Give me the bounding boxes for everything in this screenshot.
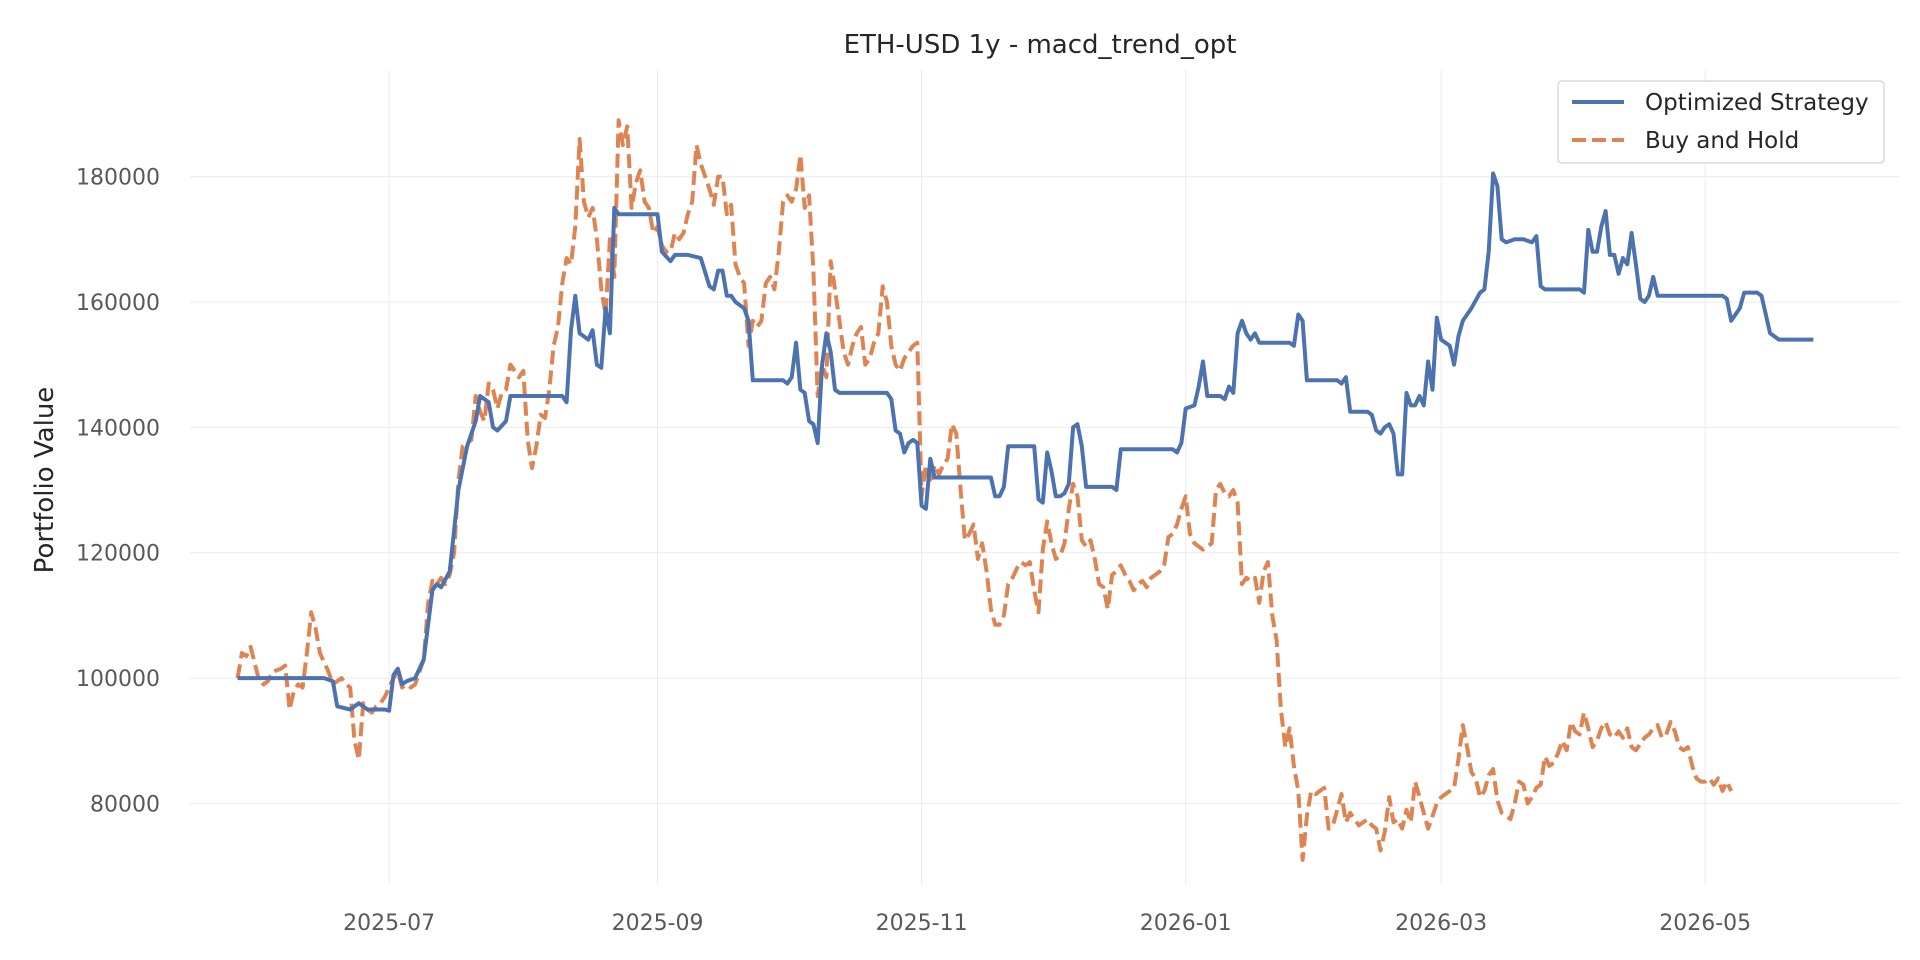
y-tick-label-5: 180000 [76,166,160,191]
legend: Optimized Strategy Buy and Hold [1557,80,1885,164]
horizontal-gridlines [190,176,1900,804]
y-axis-tick-labels: 80000 100000 120000 140000 160000 180000 [76,166,160,818]
y-tick-label-0: 80000 [90,793,160,818]
x-tick-label-3: 2026-01 [1140,911,1232,936]
x-tick-label-5: 2026-05 [1659,911,1751,936]
x-axis-tick-labels: 2025-07 2025-09 2025-11 2026-01 2026-03 2026-… [343,911,1751,936]
series-line-optimized-strategy [237,171,1814,713]
series-line-buy-and-hold [235,118,1734,862]
chart-title: ETH-USD 1y - macd_trend_opt [844,30,1237,60]
x-tick-label-0: 2025-07 [343,911,435,936]
x-tick-label-4: 2026-03 [1395,911,1487,936]
series-lines [235,118,1814,862]
x-tick-label-1: 2025-09 [612,911,704,936]
y-axis-label: Portfolio Value [30,387,60,574]
x-tick-label-2: 2025-11 [876,911,968,936]
y-tick-label-2: 120000 [76,542,160,567]
legend-label-optimized-strategy: Optimized Strategy [1645,90,1869,116]
y-tick-label-3: 140000 [76,416,160,441]
legend-label-buy-and-hold: Buy and Hold [1645,128,1799,154]
y-tick-label-1: 100000 [76,667,160,692]
legend-box [1557,80,1885,164]
y-tick-label-4: 160000 [76,291,160,316]
